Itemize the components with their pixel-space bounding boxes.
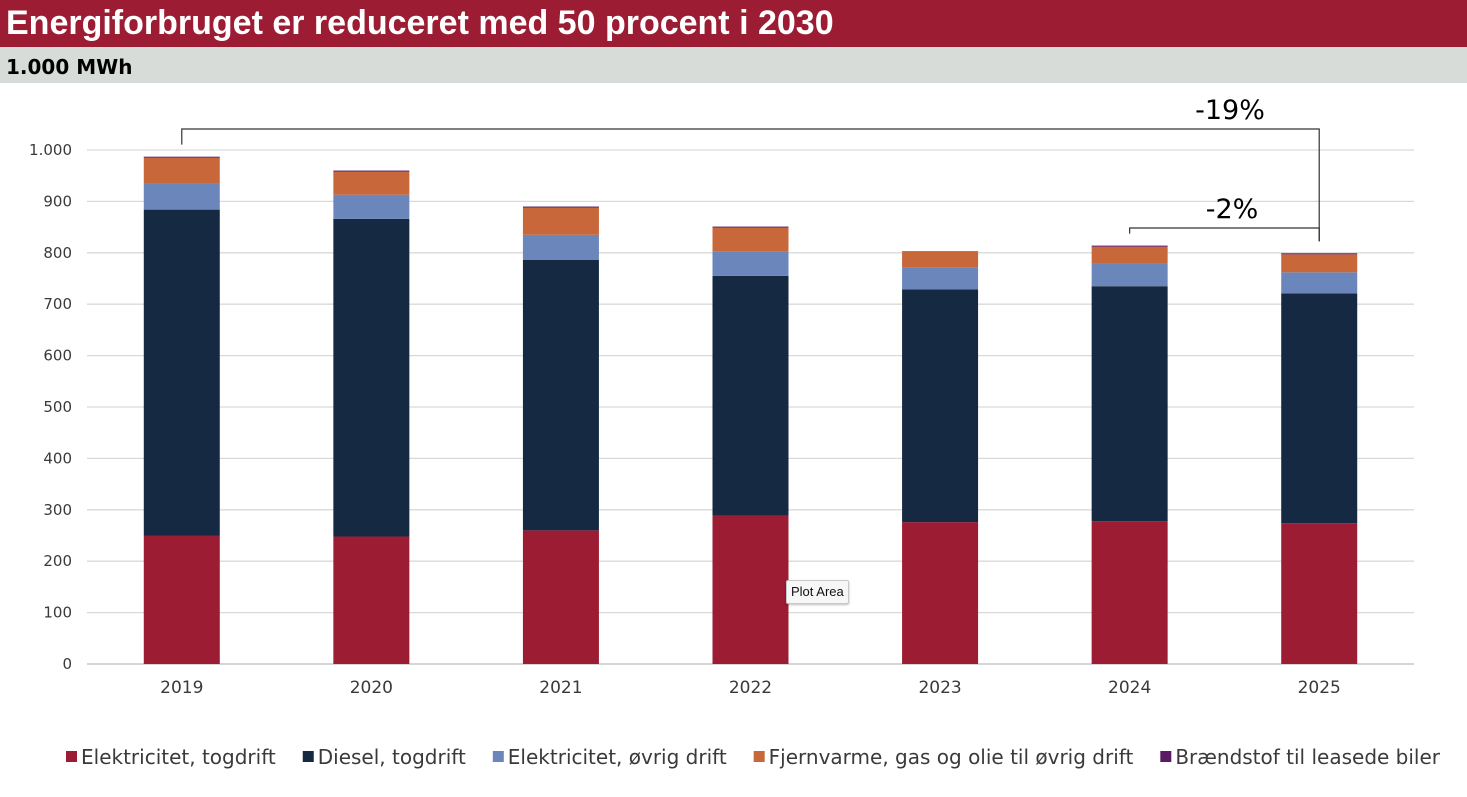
bar-segment[interactable] [1091, 263, 1168, 287]
y-tick-label: 500 [43, 398, 72, 416]
annotation-bracket [1129, 227, 1320, 242]
legend[interactable]: Elektricitet, togdrift Diesel, togdrift El… [66, 745, 1441, 769]
chart-title: Energiforbruget er reduceret med 50 proc… [0, 0, 1467, 47]
bar-segment[interactable] [1281, 254, 1358, 273]
annotation-label: -2% [1206, 194, 1259, 225]
bar-segment[interactable] [522, 206, 599, 208]
x-tick-label: 2019 [160, 678, 203, 698]
bar-segment[interactable] [522, 530, 599, 664]
legend-swatch[interactable] [1160, 751, 1172, 762]
bars[interactable] [143, 156, 1358, 665]
bar-segment[interactable] [333, 218, 410, 537]
bar-segment[interactable] [522, 207, 599, 235]
bar-segment[interactable] [522, 259, 599, 531]
y-tick-label: 600 [43, 347, 72, 365]
legend-label[interactable]: Brændstof til leasede biler [1175, 745, 1440, 769]
bar-segment[interactable] [522, 234, 599, 260]
bar-segment[interactable] [1281, 272, 1358, 294]
legend-swatch[interactable] [492, 751, 504, 762]
bar-segment[interactable] [143, 535, 220, 665]
y-tick-label: 300 [43, 501, 72, 519]
y-axis: 0 100 200 300 400 500 600 700 800 900 1.000 [29, 141, 72, 673]
chart-subtitle: 1.000 MWh [0, 47, 1467, 83]
legend-label[interactable]: Fjernvarme, gas og olie til øvrig drift [769, 745, 1134, 769]
x-tick-label: 2020 [350, 678, 393, 698]
x-tick-label: 2022 [729, 678, 772, 698]
bar-segment[interactable] [143, 157, 220, 184]
x-tick-label: 2024 [1108, 678, 1151, 698]
plot-area-tooltip: Plot Area [786, 580, 849, 604]
annotations: -19% -2% [181, 95, 1320, 242]
bar-segment[interactable] [902, 267, 979, 290]
bar-segment[interactable] [1091, 286, 1168, 522]
legend-swatch[interactable] [753, 751, 765, 762]
bar-segment[interactable] [333, 536, 410, 664]
bar-segment[interactable] [902, 522, 979, 664]
bar-segment[interactable] [1281, 523, 1358, 664]
bar-segment[interactable] [902, 251, 979, 268]
bar-segment[interactable] [1091, 245, 1168, 247]
bar-segment[interactable] [333, 194, 410, 219]
y-tick-label: 1.000 [29, 141, 72, 159]
bar-segment[interactable] [902, 289, 979, 523]
bar-segment[interactable] [1091, 521, 1168, 664]
y-tick-label: 800 [43, 244, 72, 262]
legend-swatch[interactable] [302, 751, 314, 762]
legend-label[interactable]: Elektricitet, øvrig drift [508, 745, 727, 769]
x-tick-label: 2023 [918, 678, 961, 698]
bar-segment[interactable] [333, 171, 410, 195]
bar-segment[interactable] [143, 156, 220, 158]
x-tick-label: 2025 [1298, 678, 1341, 698]
bar-segment[interactable] [712, 275, 789, 516]
bar-segment[interactable] [1091, 246, 1168, 264]
bar-segment[interactable] [902, 251, 979, 252]
bar-segment[interactable] [712, 226, 789, 228]
bar-segment[interactable] [333, 170, 410, 172]
y-tick-label: 400 [43, 449, 72, 467]
legend-label[interactable]: Elektricitet, togdrift [81, 745, 276, 769]
bar-segment[interactable] [712, 515, 789, 664]
annotation-label: -19% [1195, 95, 1265, 126]
x-axis: 2019 2020 2021 2022 2023 2024 2025 [160, 678, 1341, 698]
y-tick-label: 900 [43, 192, 72, 210]
bar-segment[interactable] [712, 251, 789, 276]
legend-swatch[interactable] [66, 751, 77, 762]
y-tick-label: 700 [43, 295, 72, 313]
annotation-bracket [181, 128, 1320, 242]
bar-segment[interactable] [143, 209, 220, 536]
x-tick-label: 2021 [539, 678, 582, 698]
y-tick-label: 0 [62, 655, 72, 673]
bar-segment[interactable] [712, 227, 789, 252]
bar-segment[interactable] [1281, 293, 1358, 524]
y-tick-label: 100 [43, 604, 72, 622]
y-tick-label: 200 [43, 552, 72, 570]
legend-label[interactable]: Diesel, togdrift [318, 745, 466, 769]
bar-segment[interactable] [1281, 253, 1358, 255]
bar-segment[interactable] [143, 183, 220, 210]
